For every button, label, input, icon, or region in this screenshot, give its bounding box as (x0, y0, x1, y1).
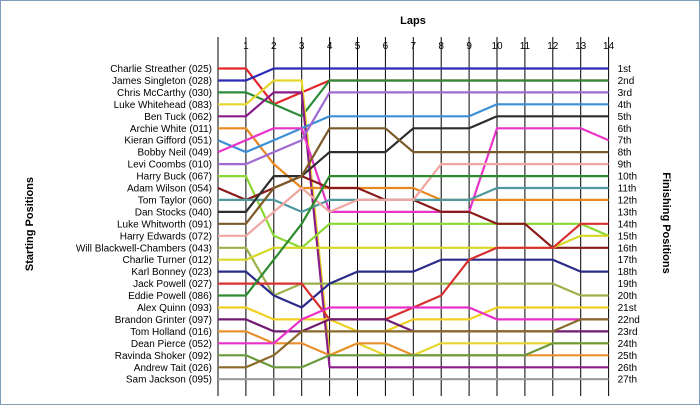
starting-position-label: Dan Stocks (040) (135, 207, 212, 218)
finishing-position-label: 1st (618, 64, 632, 75)
lap-tick-label: 10 (491, 41, 503, 52)
lap-tick-label: 13 (575, 41, 587, 52)
finishing-position-labels: 1st2nd3rd4th5th6th7th8th9th10th11th12th1… (618, 64, 640, 386)
starting-position-label: Jack Powell (027) (133, 279, 212, 290)
finishing-position-label: 15th (618, 231, 637, 242)
lap-tick-label: 1 (243, 41, 249, 52)
starting-position-label: Sam Jackson (095) (126, 375, 212, 386)
driver-series-line (218, 246, 609, 297)
driver-series-line (218, 318, 609, 369)
starting-position-label: Tom Taylor (060) (138, 195, 212, 206)
series-lines (217, 67, 610, 381)
starting-position-label: Tom Holland (016) (130, 327, 212, 338)
finishing-position-label: 9th (618, 160, 632, 171)
finishing-position-label: 11th (618, 184, 637, 195)
finishing-position-label: 6th (618, 124, 632, 135)
starting-position-label: Harry Edwards (072) (120, 231, 212, 242)
finishing-position-label: 10th (618, 172, 637, 183)
driver-series-line (218, 163, 609, 237)
finishing-position-label: 4th (618, 100, 632, 111)
starting-position-label: Bobby Neil (049) (138, 148, 212, 159)
starting-position-label: Chris McCarthy (030) (117, 88, 212, 99)
starting-position-labels: Charlie Streather (025)James Singleton (… (76, 64, 212, 386)
x-tick-labels: 1 2 3 4 5 6 7 8 9 10 11 12 13 14 (243, 41, 614, 52)
chart-title: Laps (400, 15, 426, 27)
starting-position-label: Alex Quinn (093) (137, 303, 212, 314)
lap-tick-label: 4 (327, 41, 333, 52)
finishing-position-label: 20th (618, 291, 637, 302)
starting-position-label: Luke Whitworth (091) (117, 219, 212, 230)
starting-position-label: Charlie Turner (012) (123, 255, 212, 266)
finishing-position-label: 17th (618, 255, 637, 266)
finishing-position-label: 12th (618, 195, 637, 206)
finishing-position-label: 19th (618, 279, 637, 290)
lap-tick-label: 8 (438, 41, 444, 52)
starting-position-label: Eddie Powell (086) (128, 291, 212, 302)
driver-series-line (218, 127, 609, 225)
starting-position-label: Archie White (011) (130, 124, 212, 135)
finishing-position-label: 16th (618, 243, 637, 254)
starting-position-label: Andrew Tait (026) (134, 363, 212, 374)
finishing-position-label: 7th (618, 136, 632, 147)
lap-gridlines (217, 37, 610, 396)
finishing-position-label: 22nd (618, 315, 640, 326)
driver-series-line (218, 79, 609, 118)
y-axis-label-left: Starting Positions (24, 177, 36, 271)
finishing-position-label: 26th (618, 363, 637, 374)
finishing-position-label: 24th (618, 339, 637, 350)
lap-tick-label: 11 (520, 41, 531, 52)
driver-series-line (218, 67, 609, 82)
lap-tick-label: 7 (411, 41, 417, 52)
finishing-position-label: 18th (618, 267, 637, 278)
driver-series-line (218, 91, 609, 369)
lap-tick-label: 9 (466, 41, 472, 52)
starting-position-label: Will Blackwell-Chambers (043) (76, 243, 212, 254)
driver-series-line (218, 127, 609, 201)
lap-tick-label: 6 (383, 41, 389, 52)
lap-tick-label: 12 (547, 41, 559, 52)
finishing-position-label: 23rd (618, 327, 638, 338)
starting-position-label: James Singleton (028) (112, 76, 212, 87)
driver-series-line (218, 258, 609, 309)
finishing-position-label: 27th (618, 375, 637, 386)
driver-series-line (218, 342, 609, 369)
driver-series-line (218, 115, 609, 213)
finishing-position-label: 14th (618, 219, 637, 230)
starting-position-label: Karl Bonney (023) (131, 267, 212, 278)
lap-tick-label: 5 (355, 41, 361, 52)
driver-series-line (217, 127, 610, 213)
finishing-position-label: 21st (618, 303, 637, 314)
finishing-position-label: 3rd (618, 88, 632, 99)
finishing-position-label: 13th (618, 207, 637, 218)
finishing-position-label: 5th (618, 112, 632, 123)
finishing-position-label: 2nd (618, 76, 635, 87)
driver-series-line (218, 175, 609, 297)
starting-position-label: Levi Coombs (010) (128, 160, 212, 171)
lap-tick-label: 2 (271, 41, 277, 52)
driver-series-line (218, 306, 609, 345)
starting-position-label: Ben Tuck (062) (144, 112, 212, 123)
starting-position-label: Kieran Gifford (051) (124, 136, 212, 147)
driver-series-line (218, 306, 609, 333)
starting-position-label: Ravinda Shoker (092) (115, 351, 212, 362)
driver-series-line (218, 175, 610, 249)
starting-position-label: Dean Pierce (052) (131, 339, 212, 350)
starting-position-label: Luke Whitehead (083) (114, 100, 212, 111)
starting-position-label: Harry Buck (067) (136, 172, 212, 183)
finishing-position-label: 8th (618, 148, 632, 159)
starting-position-label: Brandon Grinter (097) (115, 315, 212, 326)
starting-position-label: Charlie Streather (025) (110, 64, 212, 75)
lap-tick-label: 3 (299, 41, 305, 52)
driver-series-line (217, 103, 609, 154)
lap-tick-label: 14 (603, 41, 615, 52)
y-axis-label-right: Finishing Positions (660, 172, 672, 273)
starting-position-label: Adam Wilson (054) (127, 184, 212, 195)
driver-series-line (218, 91, 609, 166)
finishing-position-label: 25th (618, 351, 637, 362)
